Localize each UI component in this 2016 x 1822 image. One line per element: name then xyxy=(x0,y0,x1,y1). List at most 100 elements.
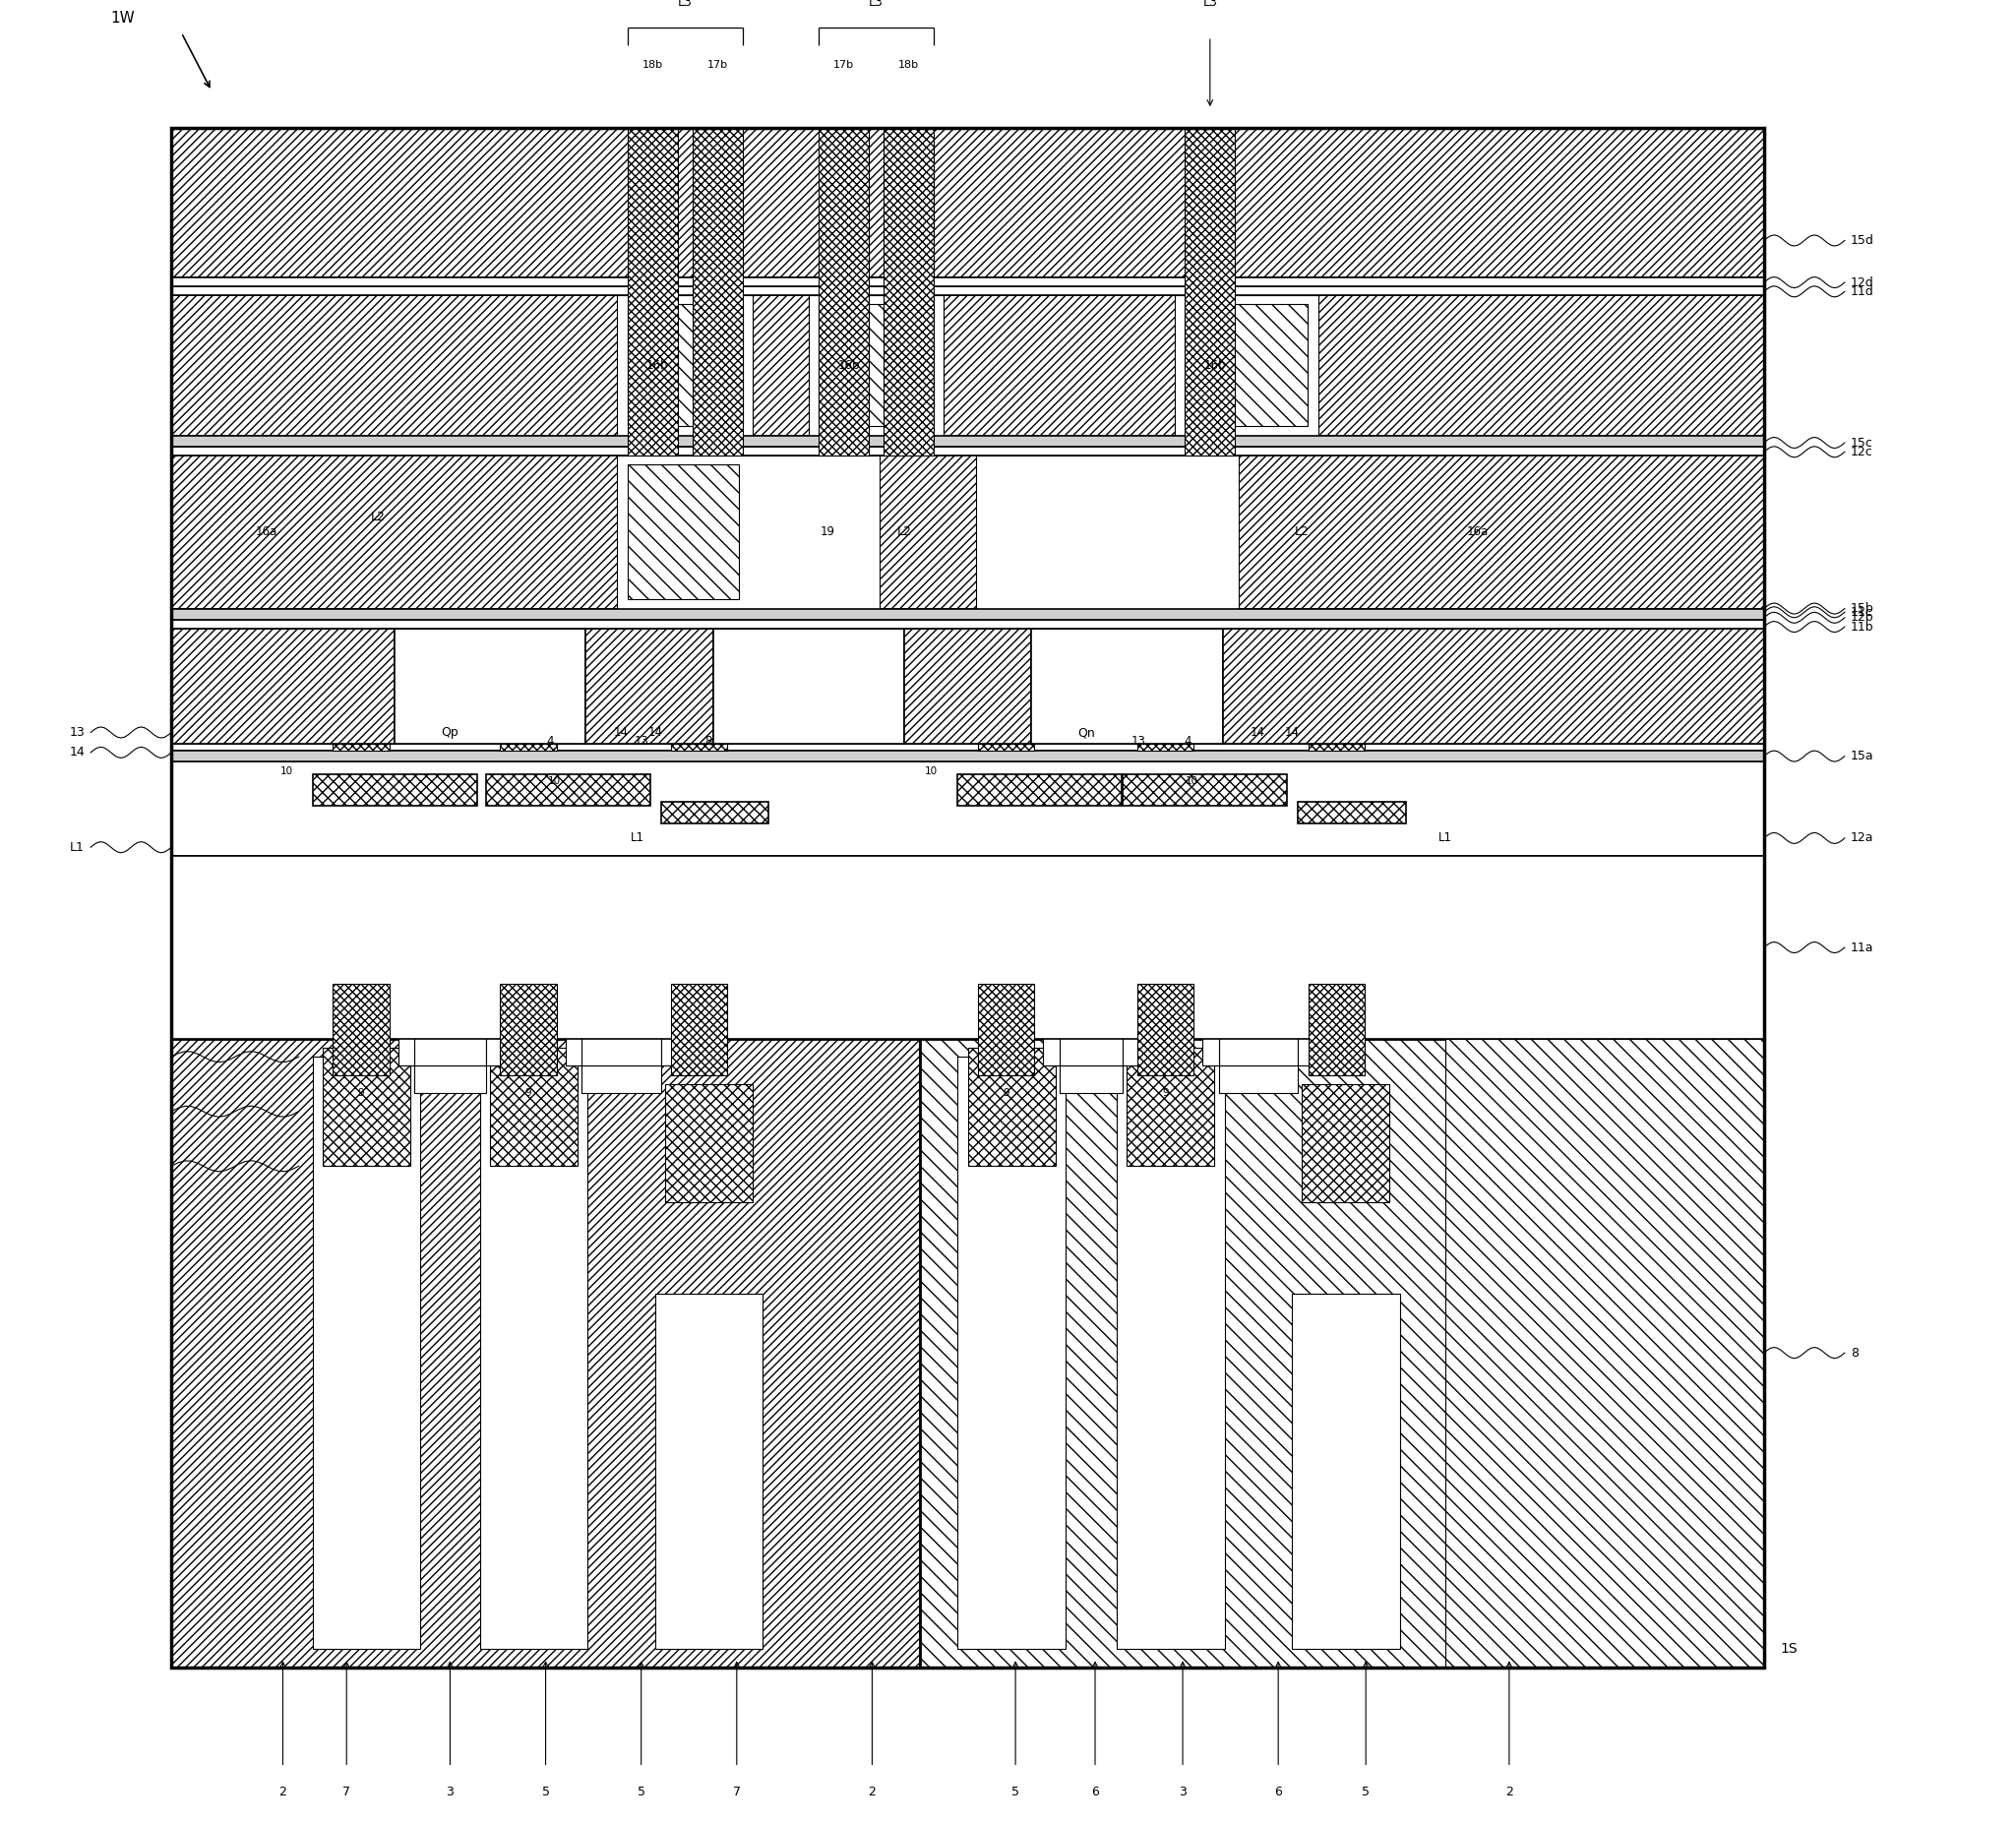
Text: 4: 4 xyxy=(1183,734,1191,749)
Bar xyxy=(714,629,903,743)
Text: 13: 13 xyxy=(69,725,85,740)
Text: 14: 14 xyxy=(69,745,85,760)
Bar xyxy=(1185,304,1308,426)
Bar xyxy=(968,1048,1054,1166)
Bar xyxy=(399,1022,415,1066)
Text: Qn: Qn xyxy=(1079,725,1095,740)
Bar xyxy=(617,295,752,435)
Text: 5: 5 xyxy=(1012,1786,1020,1798)
Text: L2: L2 xyxy=(1294,525,1310,539)
Bar xyxy=(585,629,714,743)
Bar xyxy=(1137,984,1193,1075)
Bar xyxy=(671,984,728,1075)
Text: 15a: 15a xyxy=(1851,749,1875,763)
Bar xyxy=(1123,774,1286,805)
Bar xyxy=(171,619,1764,629)
Text: 10: 10 xyxy=(1185,776,1198,785)
Bar xyxy=(1202,1022,1218,1066)
Bar xyxy=(415,1066,486,1093)
Bar xyxy=(486,774,649,805)
Bar xyxy=(1042,1022,1058,1066)
Text: 10: 10 xyxy=(280,767,292,776)
Bar xyxy=(171,128,1764,1667)
Text: 5: 5 xyxy=(637,1786,645,1798)
Bar xyxy=(500,984,556,1075)
Bar xyxy=(480,1057,587,1649)
Bar xyxy=(1137,743,1193,751)
Bar xyxy=(627,465,740,599)
Bar xyxy=(1298,1022,1314,1066)
Text: 16b: 16b xyxy=(1204,359,1226,372)
Bar xyxy=(617,456,881,609)
Text: L2: L2 xyxy=(371,510,385,523)
Text: 18b: 18b xyxy=(897,60,919,69)
Text: 5: 5 xyxy=(1363,1786,1369,1798)
Bar xyxy=(1117,1057,1224,1649)
Bar xyxy=(1292,1294,1399,1649)
Text: 11d: 11d xyxy=(1851,284,1875,299)
Text: 1S: 1S xyxy=(1780,1642,1798,1656)
Bar xyxy=(171,128,1764,277)
Bar xyxy=(1218,1011,1298,1066)
Bar xyxy=(171,295,1764,435)
Bar xyxy=(171,435,1764,446)
Text: 16a: 16a xyxy=(1466,525,1488,539)
Bar xyxy=(1032,629,1222,743)
Bar xyxy=(564,1022,581,1066)
Text: 10: 10 xyxy=(925,767,937,776)
Text: 15b: 15b xyxy=(1851,601,1875,616)
Bar xyxy=(1218,1066,1298,1093)
Text: 2: 2 xyxy=(869,1786,877,1798)
Text: 14: 14 xyxy=(647,725,663,740)
Text: L1: L1 xyxy=(1439,831,1452,845)
Bar xyxy=(415,1011,486,1066)
Bar xyxy=(171,629,395,743)
Text: 18b: 18b xyxy=(643,60,663,69)
Bar xyxy=(1185,128,1236,456)
Text: Qp: Qp xyxy=(442,725,458,740)
Text: 19: 19 xyxy=(821,525,835,539)
Bar xyxy=(818,128,869,456)
Text: 9: 9 xyxy=(1002,1088,1010,1099)
Text: 2: 2 xyxy=(278,1786,286,1798)
Text: 8: 8 xyxy=(1851,1346,1859,1359)
Bar xyxy=(958,1057,1064,1649)
Bar xyxy=(1222,629,1764,743)
Bar xyxy=(978,743,1034,751)
Text: 4: 4 xyxy=(546,734,554,749)
Bar xyxy=(581,1066,661,1093)
Text: 7: 7 xyxy=(343,1786,351,1798)
Bar xyxy=(978,984,1034,1075)
Bar xyxy=(490,1048,577,1166)
Bar xyxy=(665,1084,752,1203)
Bar xyxy=(958,774,1121,805)
Bar xyxy=(1175,295,1318,435)
Bar xyxy=(661,802,768,824)
Text: 14: 14 xyxy=(1284,725,1300,740)
Text: 9: 9 xyxy=(357,1088,365,1099)
Text: 8: 8 xyxy=(704,734,712,749)
Text: 17b: 17b xyxy=(833,60,855,69)
Text: L1: L1 xyxy=(631,831,645,845)
Text: 16b: 16b xyxy=(647,359,669,372)
Text: 10: 10 xyxy=(548,776,560,785)
Text: 11b: 11b xyxy=(1851,619,1875,634)
Bar xyxy=(1302,1084,1389,1203)
Bar xyxy=(171,277,1764,286)
Text: 6: 6 xyxy=(1274,1786,1282,1798)
Bar xyxy=(395,629,585,743)
Bar xyxy=(671,743,728,751)
Bar xyxy=(312,1057,421,1649)
Bar xyxy=(818,304,933,426)
Bar xyxy=(171,456,1764,609)
Text: 17b: 17b xyxy=(708,60,728,69)
Text: 11c: 11c xyxy=(1851,605,1873,619)
Bar xyxy=(691,128,742,456)
Bar xyxy=(903,629,1032,743)
Bar xyxy=(1298,802,1405,824)
Text: 13: 13 xyxy=(1131,734,1147,749)
Bar xyxy=(500,743,556,751)
Bar xyxy=(1058,1011,1123,1066)
Bar xyxy=(627,128,677,456)
Bar xyxy=(1123,1022,1139,1066)
